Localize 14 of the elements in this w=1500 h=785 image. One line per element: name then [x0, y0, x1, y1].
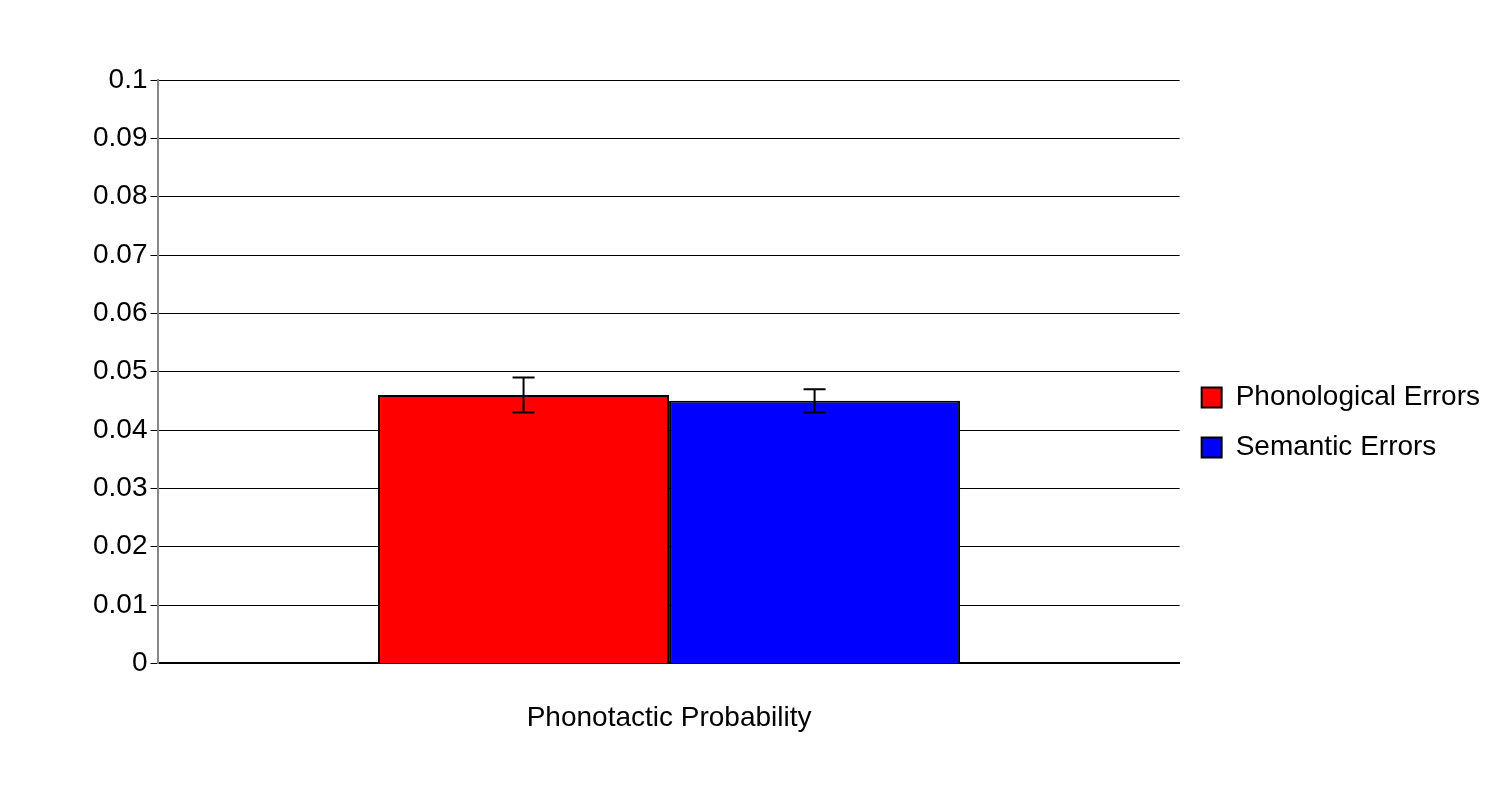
y-tick-label: 0.08	[93, 179, 148, 211]
legend-label: Phonological Errors	[1235, 380, 1480, 412]
y-tick-label: 0.05	[93, 354, 148, 386]
y-tick-label: 0.07	[93, 237, 148, 269]
legend-label: Semantic Errors	[1235, 430, 1437, 462]
x-tick-label: Phonotactic Probability	[526, 700, 812, 732]
y-tick-label: 0.1	[108, 62, 148, 94]
y-tick-label: 0.06	[93, 296, 148, 328]
y-tick-label: 0	[131, 646, 148, 678]
y-tick-label: 0.03	[93, 471, 148, 503]
y-tick-label: 0.02	[93, 529, 148, 561]
y-tick-label: 0.01	[93, 587, 148, 619]
y-tick-label: 0.09	[93, 121, 148, 153]
y-tick-label: 0.04	[93, 412, 148, 444]
